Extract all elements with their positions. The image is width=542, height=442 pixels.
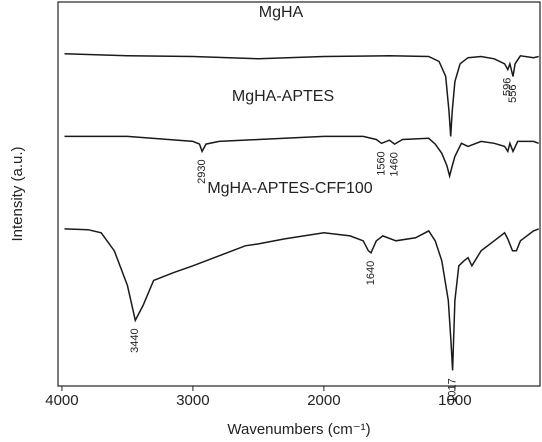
peak-label: 1017	[447, 378, 459, 402]
peak-label: 596	[502, 78, 514, 96]
peak-label: 1640	[365, 261, 377, 285]
spectrum-line	[64, 135, 539, 179]
peak-label: 3440	[129, 328, 141, 352]
spectrum-line	[64, 228, 539, 371]
series-label: MgHA-APTES	[232, 88, 334, 105]
peak-label: 2930	[196, 159, 208, 183]
peak-label: 1460	[389, 152, 401, 176]
y-axis-label: Intensity (a.u.)	[9, 146, 26, 241]
series-label: MgHA-APTES-CFF100	[207, 180, 372, 197]
peak-label: 1560	[375, 151, 387, 175]
x-tick-label: 2000	[307, 392, 340, 409]
x-tick-label: 1000	[438, 392, 471, 409]
x-axis-label: Wavenumbers (cm⁻¹)	[227, 421, 370, 438]
x-tick-label: 4000	[45, 392, 78, 409]
spectrum-line	[64, 53, 539, 137]
x-tick-label: 3000	[176, 392, 209, 409]
plot-frame	[57, 1, 541, 387]
series-label: MgHA	[259, 4, 304, 21]
peak-label: 556	[507, 84, 519, 102]
